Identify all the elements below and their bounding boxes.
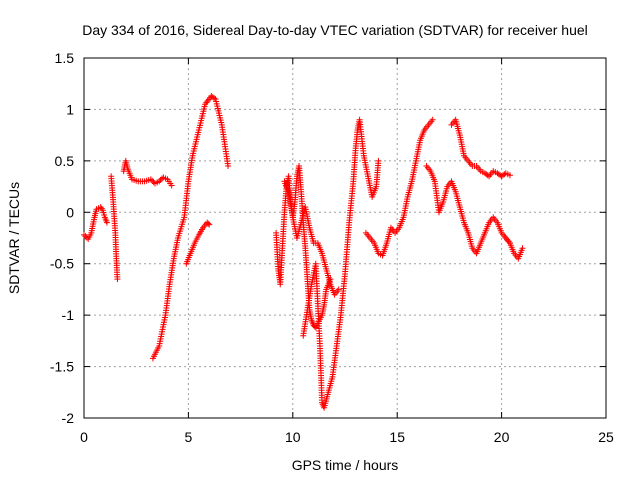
x-tick-label: 10 [285, 429, 301, 445]
y-tick-label: 1.5 [55, 50, 75, 66]
data-point-sat_e [206, 221, 213, 228]
data-point-sat_c [149, 177, 156, 184]
data-point-sat_c [157, 177, 164, 184]
data-point-sat_l [519, 245, 526, 252]
data-point-sat_c [168, 182, 175, 189]
data-point-sat_g [335, 286, 342, 293]
data-point-sat_d [225, 163, 232, 169]
x-tick-label: 20 [494, 429, 510, 445]
y-tick-label: -1 [62, 307, 75, 323]
x-tick-label: 0 [80, 429, 88, 445]
data-point-sat_a [103, 219, 110, 226]
y-tick-label: -0.5 [50, 256, 74, 272]
data-points [81, 93, 526, 411]
x-tick-label: 15 [389, 429, 405, 445]
plot-frame [83, 57, 607, 419]
x-tick-label: 5 [185, 429, 193, 445]
data-point-sat_h [375, 157, 382, 164]
x-tick-label: 25 [598, 429, 614, 445]
y-tick-label: 0.5 [55, 153, 75, 169]
y-tick-label: -2 [62, 410, 75, 426]
grid-layer [84, 58, 606, 418]
data-point-sat_d [211, 95, 218, 102]
data-point-sat_a [81, 231, 87, 238]
data-point-sat_a [82, 233, 89, 240]
data-point-sat_e [205, 220, 212, 227]
data-point-sat_c [147, 176, 154, 183]
y-axis-label: SDTVAR / TECUs [6, 182, 22, 294]
tick-layer: 0 5 10 15 20 25 -2 -1.5 -1 -0.5 0 0.5 1 1.5 [50, 50, 614, 445]
data-point-sat_k [484, 172, 491, 179]
y-tick-label: -1.5 [50, 359, 74, 375]
x-axis-label: GPS time / hours [292, 457, 399, 473]
data-point-sat_c [156, 178, 163, 185]
y-tick-label: 1 [66, 101, 74, 117]
data-point-sat_i [429, 116, 436, 123]
data-point-sat_b [114, 276, 121, 283]
y-tick-label: 0 [66, 204, 74, 220]
data-point-sat_k [506, 172, 513, 179]
chart-title: Day 334 of 2016, Sidereal Day-to-day VTE… [82, 22, 588, 38]
